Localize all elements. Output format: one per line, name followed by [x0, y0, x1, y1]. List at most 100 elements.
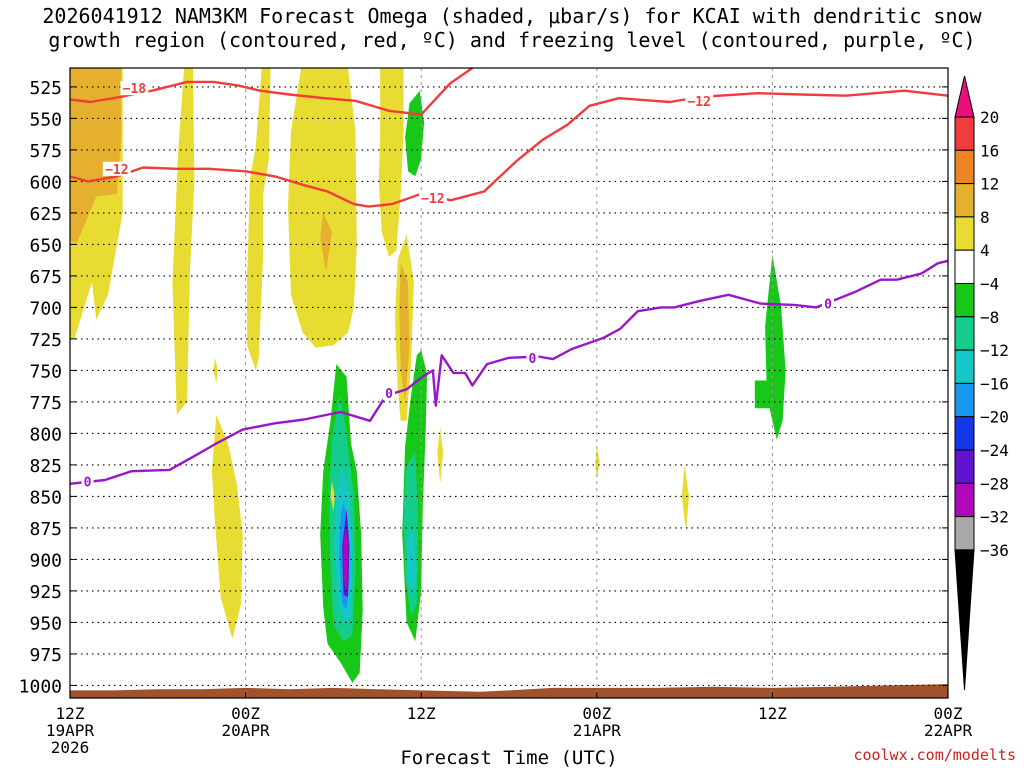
colorbar-swatch-1 [954, 116, 975, 151]
title-line-2: growth region (contoured, red, ºC) and f… [48, 28, 976, 52]
contour-label-2: −12 [421, 192, 444, 207]
grid-layer [70, 68, 948, 698]
y-tick-label-600: 600 [29, 172, 62, 193]
y-tick-label-875: 875 [29, 519, 62, 540]
colorbar-swatch-9 [954, 382, 975, 418]
colorbar-label-11: −28 [980, 474, 1009, 493]
contour-label-bg-1 [102, 161, 131, 176]
colorbar-label-4: 4 [980, 241, 990, 260]
colorbar-swatch-3 [954, 183, 975, 218]
omega-region-8 [399, 263, 410, 402]
contour-layer [69, 67, 949, 485]
colorbar-swatch-8 [954, 349, 975, 384]
y-tick-label-800: 800 [29, 424, 62, 445]
y-tick-label-975: 975 [29, 645, 62, 666]
omega-region-24 [595, 446, 600, 479]
colorbar-swatch-2 [954, 149, 975, 185]
colorbar-swatch-13 [954, 516, 975, 551]
y-tick-label-675: 675 [29, 267, 62, 288]
colorbar-swatch-12 [954, 482, 975, 518]
y-tick-label-925: 925 [29, 582, 62, 603]
omega-region-6 [378, 68, 404, 257]
contour-label-3: −12 [687, 95, 710, 110]
contour-label-layer: −18 −12 −12 −12 0 0 0 0 [81, 81, 835, 490]
x-tick-label-48-1: 12Z [758, 704, 787, 723]
contour-line-2 [69, 259, 949, 485]
contour-label-0: −18 [123, 82, 147, 97]
contour-label-6: 0 [528, 352, 536, 367]
colorbar-label-2: 12 [980, 175, 999, 194]
omega-region-5 [320, 212, 332, 273]
colorbar-label-8: −16 [980, 374, 1009, 393]
omega-region-1 [70, 68, 122, 242]
colorbar-swatch-7 [954, 316, 975, 351]
colorbar-swatch-5 [954, 249, 975, 284]
colorbar-swatch-11 [954, 449, 975, 484]
contour-label-bg-5 [383, 386, 396, 401]
x-tick-label-36-1: 00Z [582, 704, 611, 723]
omega-region-22 [213, 357, 218, 383]
colorbar-label-7: −12 [980, 341, 1009, 360]
omega-region-9 [211, 414, 243, 639]
y-tick-label-550: 550 [29, 109, 62, 130]
plot-frame [69, 67, 949, 699]
colorbar-label-13: −36 [980, 541, 1009, 560]
omega-region-20 [754, 254, 786, 440]
x-tick-label-0-3: 2026 [51, 738, 90, 757]
pressure-axis: 525 550 575 600 625 650 675 700 725 750 775 800 825 8… [19, 78, 948, 697]
terrain-layer [70, 684, 948, 698]
y-tick-label-900: 900 [29, 550, 62, 571]
x-tick-label-24-1: 12Z [407, 704, 436, 723]
colorbar-label-0: 20 [980, 108, 999, 127]
omega-region-2 [172, 68, 195, 415]
contour-label-5: 0 [385, 387, 393, 402]
y-tick-label-1000: 1000 [19, 676, 62, 697]
chart-title: 2026041912 NAM3KM Forecast Omega (shaded… [0, 4, 1024, 52]
x-tick-label-0-2: 19APR [46, 721, 95, 740]
y-tick-label-700: 700 [29, 298, 62, 319]
contour-label-bg-2 [418, 190, 447, 205]
terrain-fill [70, 684, 948, 698]
y-tick-label-525: 525 [29, 78, 62, 99]
colorbar-bottom-arrow [954, 549, 975, 691]
colorbar-top-arrow [954, 75, 975, 118]
y-tick-label-850: 850 [29, 487, 62, 508]
contour-label-bg-0 [120, 81, 149, 96]
contour-line-1 [69, 89, 949, 208]
colorbar-label-9: −20 [980, 408, 1009, 427]
colorbar-label-6: −8 [980, 308, 999, 327]
title-line-1: 2026041912 NAM3KM Forecast Omega (shaded… [42, 4, 982, 28]
colorbar: 20 16 12 8 4 −4 −8 −12 −16 −20 −24 −28 −32 −36 [954, 75, 1009, 691]
contour-label-bg-6 [526, 350, 539, 365]
colorbar-swatch-4 [954, 216, 975, 251]
credit-text: coolwx.com/modelts [853, 746, 1016, 764]
contour-label-4: 0 [84, 475, 92, 490]
omega-region-25 [681, 464, 689, 532]
y-tick-label-825: 825 [29, 456, 62, 477]
colorbar-swatch-6 [954, 283, 975, 318]
y-tick-label-750: 750 [29, 361, 62, 382]
y-tick-label-625: 625 [29, 204, 62, 225]
y-tick-label-725: 725 [29, 330, 62, 351]
x-tick-label-12-1: 00Z [231, 704, 260, 723]
omega-region-3 [247, 68, 271, 371]
contour-label-7: 0 [824, 298, 832, 313]
omega-shading-layer [70, 68, 786, 683]
colorbar-label-3: 8 [980, 208, 990, 227]
x-tick-label-60-2: 22APR [924, 721, 973, 740]
contour-label-bg-7 [822, 296, 835, 311]
colorbar-label-5: −4 [980, 275, 999, 294]
y-tick-label-650: 650 [29, 235, 62, 256]
omega-region-13 [406, 529, 416, 598]
colorbar-swatch-10 [954, 416, 975, 451]
colorbar-label-1: 16 [980, 141, 999, 160]
y-tick-label-575: 575 [29, 141, 62, 162]
y-tick-label-775: 775 [29, 393, 62, 414]
omega-region-21 [330, 481, 335, 512]
x-tick-label-36-2: 21APR [573, 721, 622, 740]
x-tick-label-12-2: 20APR [222, 721, 271, 740]
contour-label-bg-3 [685, 93, 714, 108]
colorbar-label-12: −32 [980, 508, 1009, 527]
